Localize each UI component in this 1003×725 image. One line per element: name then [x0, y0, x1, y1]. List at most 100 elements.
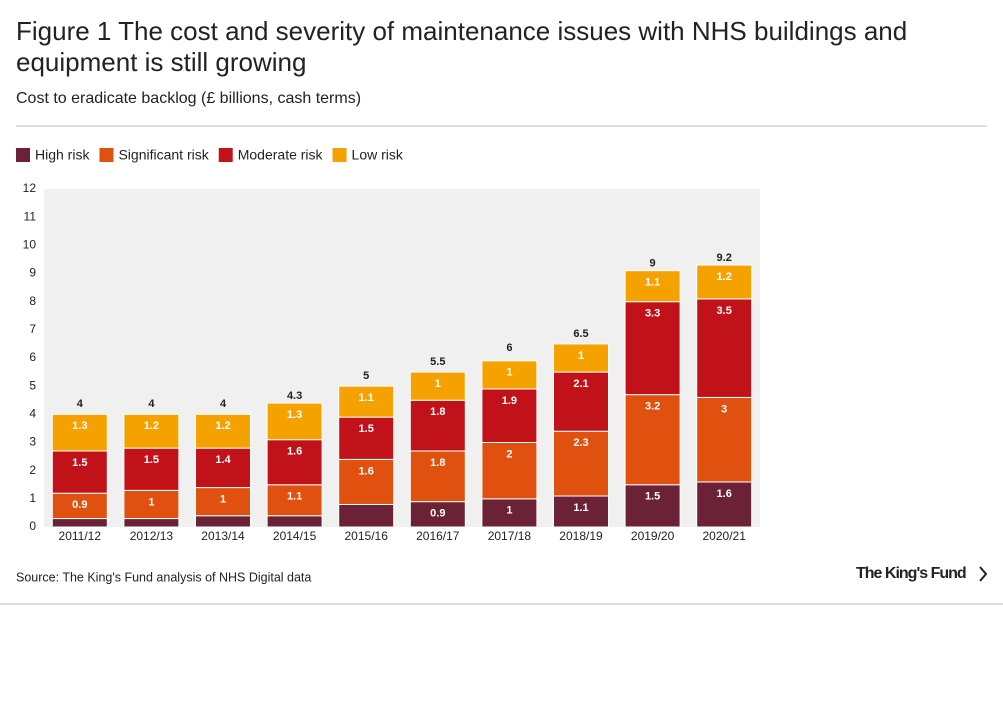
data-label: 2 [506, 448, 512, 460]
data-label: 0.9 [430, 508, 445, 520]
data-label: 0.9 [72, 499, 87, 511]
x-tick-label: 2018/19 [559, 529, 603, 543]
total-label: 6 [506, 342, 512, 354]
legend-label: Moderate risk [238, 147, 324, 163]
y-tick-label: 2 [29, 463, 36, 477]
data-label: 1.6 [359, 465, 374, 477]
data-label: 1.5 [645, 491, 660, 503]
data-label: 1 [506, 367, 512, 379]
bar-segment [481, 442, 538, 500]
bar-segment [338, 416, 395, 460]
data-label: 1.4 [215, 454, 231, 466]
data-label: 1.5 [72, 457, 87, 469]
y-tick-label: 5 [29, 378, 36, 392]
bar-segment [338, 458, 395, 505]
y-tick-label: 9 [29, 266, 36, 280]
total-label: 5.5 [430, 356, 445, 368]
data-label: 1.3 [72, 420, 87, 432]
bar-segment [696, 298, 753, 398]
data-label: 1.5 [144, 454, 159, 466]
y-tick-label: 1 [29, 491, 36, 505]
data-label: 1.2 [215, 420, 230, 432]
legend-swatch [332, 148, 347, 162]
data-label: 1.5 [359, 423, 374, 435]
y-tick-label: 10 [23, 238, 37, 252]
bar-segment [195, 515, 251, 528]
y-tick-label: 6 [29, 350, 36, 364]
data-label: 1.3 [287, 409, 302, 421]
x-tick-label: 2011/12 [59, 529, 102, 543]
data-label: 1 [578, 350, 584, 362]
total-label: 4 [148, 398, 155, 410]
data-label: 1 [506, 505, 512, 517]
x-tick-label: 2013/14 [201, 529, 245, 543]
y-tick-label: 3 [29, 435, 36, 449]
bar-segment [481, 498, 538, 528]
bar-segment [481, 360, 538, 390]
bar-segment [553, 371, 609, 432]
bar-segment [696, 264, 753, 300]
y-tick-label: 12 [23, 181, 37, 195]
x-tick-label: 2015/16 [345, 529, 389, 543]
data-label: 1.1 [359, 392, 374, 404]
bar-segment [409, 501, 466, 528]
total-label: 4.3 [287, 390, 302, 402]
y-tick-label: 0 [29, 519, 36, 533]
bar-segment [624, 301, 681, 396]
bar-segment [266, 402, 323, 441]
data-label: 1.1 [645, 277, 660, 289]
legend-label: Significant risk [118, 147, 209, 163]
legend-label: High risk [35, 147, 90, 163]
data-label: 1.6 [717, 488, 732, 500]
bar-segment [553, 343, 609, 373]
x-tick-label: 2014/15 [273, 529, 317, 543]
bar-segment [481, 388, 538, 444]
bar-segment [409, 399, 466, 452]
total-label: 9 [650, 257, 656, 269]
total-label: 4 [77, 398, 84, 410]
data-label: 1.8 [430, 406, 445, 418]
x-tick-label: 2016/17 [416, 529, 460, 543]
bar-segment [195, 447, 251, 489]
data-label: 2.3 [573, 437, 588, 449]
bar-segment [51, 518, 108, 528]
y-tick-label: 7 [29, 322, 36, 336]
bar-segment [123, 413, 180, 449]
chart-title: Figure 1 The cost and severity of mainte… [16, 16, 907, 77]
data-label: 1 [220, 493, 226, 505]
data-label: 1.2 [144, 420, 159, 432]
bar-segment [409, 371, 466, 401]
total-label: 6.5 [573, 328, 588, 340]
logo-chevron [979, 566, 988, 582]
data-label: 1 [148, 496, 154, 508]
data-label: 3 [721, 403, 727, 415]
bar-segment [553, 430, 609, 497]
x-tick-label: 2012/13 [130, 529, 174, 543]
bar-segment [51, 450, 108, 494]
y-tick-label: 8 [29, 294, 36, 308]
legend-swatch [99, 148, 114, 162]
bar-segment [624, 270, 681, 303]
total-label: 5 [363, 370, 369, 382]
data-label: 1 [435, 378, 441, 390]
bar-segment [624, 394, 681, 486]
data-label: 1.1 [573, 502, 588, 514]
data-label: 2.1 [573, 378, 588, 390]
y-tick-label: 11 [24, 209, 37, 223]
total-label: 9.2 [717, 252, 732, 264]
bar-segment [51, 413, 108, 452]
bar-segment [409, 450, 466, 503]
legend-swatch [218, 148, 233, 162]
source-note: Source: The King's Fund analysis of NHS … [16, 570, 311, 584]
legend-swatch [16, 148, 30, 162]
bar-segment [696, 481, 753, 528]
data-label: 3.3 [645, 308, 660, 320]
legend-label: Low risk [352, 147, 404, 163]
chart-subtitle: Cost to eradicate backlog (£ billions, c… [16, 90, 361, 107]
bar-segment [195, 413, 251, 449]
data-label: 1.6 [287, 446, 302, 458]
x-tick-label: 2019/20 [631, 529, 675, 543]
x-tick-label: 2020/21 [703, 529, 747, 543]
logo: The King's Fund [856, 565, 966, 582]
